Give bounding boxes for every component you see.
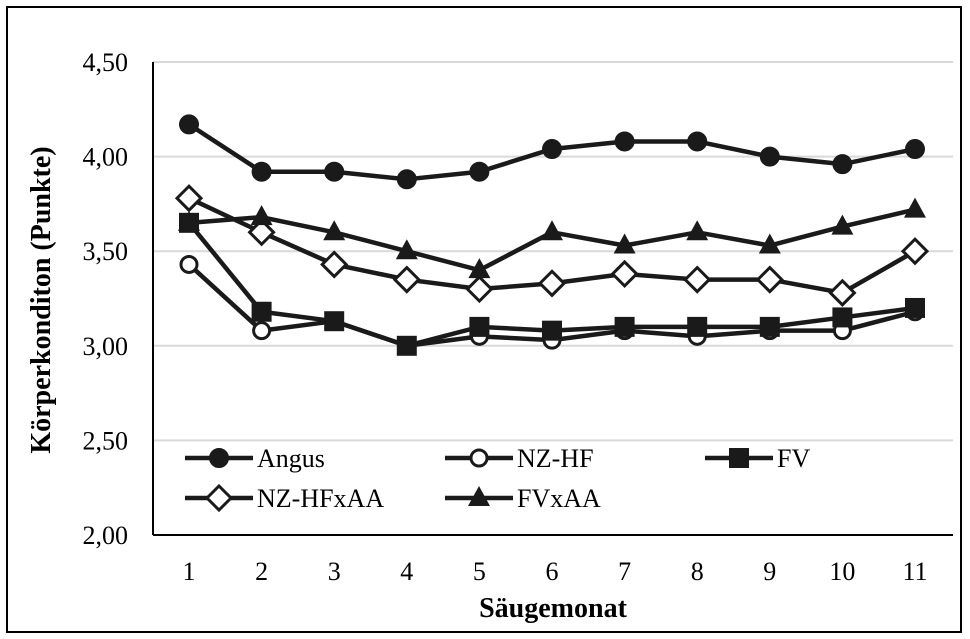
data-point [179,254,199,274]
legend-label: NZ-HF [517,444,594,473]
x-tick-label: 4 [400,557,413,586]
data-point [759,146,780,167]
data-point [683,265,712,294]
legend-item: NZ-HFxAA [185,483,384,513]
data-point [396,169,417,190]
legend-item: FV [705,444,810,473]
x-tick-label: 11 [902,557,927,586]
data-point [469,448,489,468]
data-point [686,220,709,241]
y-tick-label: 3,00 [83,332,129,361]
data-point [905,297,925,318]
data-point [613,233,636,254]
legend: Angus NZ-HF FV NZ-HFxAA FVxAA [185,444,810,513]
data-point [828,278,857,307]
data-point [178,210,200,231]
axes [152,62,953,536]
legend-label: FVxAA [517,484,601,513]
data-point [204,483,234,513]
data-point [392,265,421,294]
data-point [179,114,199,135]
x-tick-label: 10 [829,557,855,586]
data-point [900,237,930,266]
series-nz-hfxaa [174,184,930,307]
data-point [252,321,272,341]
data-point [209,448,229,468]
data-point [687,316,708,337]
data-point [542,139,562,160]
data-point [755,265,784,294]
data-point [541,220,563,241]
y-tick-label: 2,50 [83,426,129,455]
legend-label: FV [777,444,810,473]
data-point [250,205,273,226]
gridlines [153,61,953,442]
data-point [251,161,272,182]
legend-item: NZ-HF [445,444,594,473]
data-point [324,311,345,332]
data-point [469,161,490,182]
data-point [468,258,491,279]
data-point [542,320,562,341]
x-tick-label: 5 [473,557,486,586]
data-point [465,274,494,304]
data-point [831,214,854,235]
y-tick-label: 3,50 [83,237,129,266]
data-point [323,220,346,241]
legend-label: NZ-HFxAA [257,484,384,513]
data-point [729,448,749,468]
data-point [174,184,204,213]
x-tick-label: 1 [183,557,196,586]
x-axis-label: Säugemonat [479,593,627,624]
x-tick-label: 9 [763,557,776,586]
y-tick-label: 4,00 [83,143,129,172]
legend-label: Angus [257,444,325,473]
chart-frame [6,6,962,633]
legend-item: Angus [185,444,325,473]
y-tick-label: 2,00 [83,521,129,550]
data-point [687,131,708,152]
data-point [324,161,345,182]
data-point [610,259,639,289]
series-angus [179,114,925,190]
x-tick-label: 2 [255,557,268,586]
x-tick-label: 8 [691,557,704,586]
data-point [758,233,781,254]
data-point [832,307,853,328]
data-point [395,239,418,260]
data-point [247,218,276,247]
x-tick-labels: 1 2 3 4 5 6 7 8 9 10 11 [183,557,928,586]
y-tick-label: 4,50 [83,48,129,77]
data-point [396,335,417,356]
data-point [251,301,272,322]
data-point [904,197,926,218]
data-point [832,154,853,175]
x-tick-label: 3 [328,557,341,586]
x-tick-label: 7 [618,557,631,586]
data-point [469,316,490,337]
legend-item: FVxAA [445,484,601,513]
series-group [174,114,930,356]
data-point [905,139,925,160]
data-point [614,131,635,152]
data-point [320,250,349,279]
data-point [759,316,780,337]
series-fvxaa [178,197,926,279]
y-tick-labels: 2,00 2,50 3,00 3,50 4,00 4,50 [83,48,129,550]
series-fv [179,212,925,356]
data-point [537,269,567,298]
y-axis-label: Körperkonditon (Punkte) [26,146,57,453]
x-tick-label: 6 [546,557,559,586]
data-point [468,486,490,506]
data-point [614,316,635,337]
